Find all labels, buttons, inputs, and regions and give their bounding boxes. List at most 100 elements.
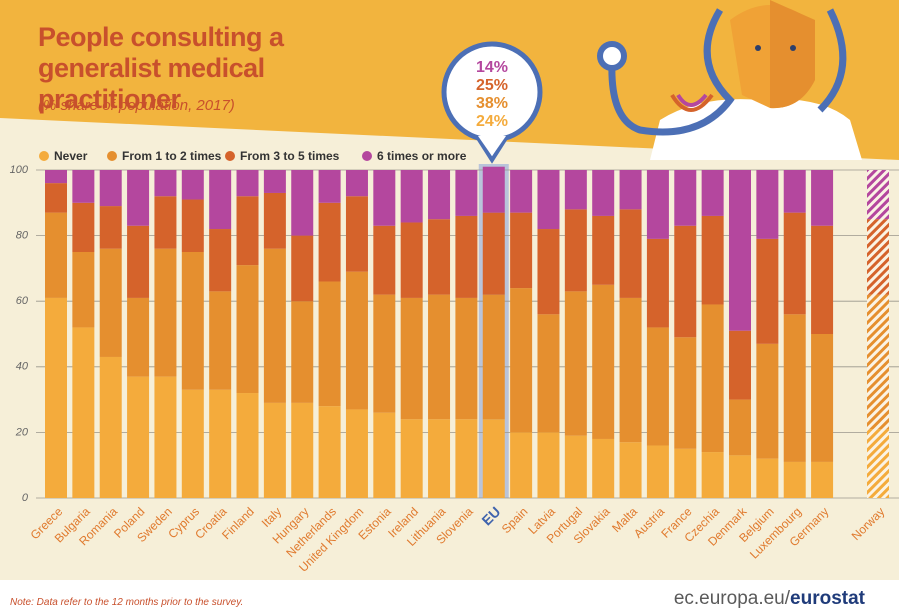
y-tick-label: 100 <box>10 164 29 176</box>
legend-label: Never <box>54 149 88 163</box>
bar-segment <box>181 252 204 390</box>
bar-segment <box>127 170 150 226</box>
bar-segment <box>756 238 779 344</box>
bar-segment <box>701 452 724 498</box>
bar-segment <box>291 402 314 498</box>
bar-segment <box>291 235 314 302</box>
chart-title: People consulting a generalist medical p… <box>38 22 284 114</box>
bar-segment <box>236 170 259 197</box>
bar-segment <box>209 229 232 292</box>
source-url: ec.europa.eu/ <box>673 588 791 609</box>
bar-segment <box>674 225 697 338</box>
bar-segment <box>345 409 368 498</box>
bar-segment <box>783 314 806 462</box>
bar-segment <box>729 330 751 400</box>
bar-segment <box>811 334 834 462</box>
bar-segment <box>564 435 587 498</box>
doctor-illustration <box>597 0 862 160</box>
y-tick-label: 60 <box>16 295 29 307</box>
bar-segment <box>867 294 889 430</box>
bar-segment <box>263 248 286 403</box>
y-tick-label: 0 <box>22 492 29 504</box>
bar-segment <box>455 297 478 420</box>
bar-segment <box>263 170 286 193</box>
bar-segment <box>701 170 724 216</box>
bar-segment <box>811 461 834 498</box>
bar-segment <box>564 209 587 292</box>
bar-segment <box>99 206 122 249</box>
bar-segment <box>592 284 615 439</box>
bar-segment <box>236 196 259 266</box>
bar-segment <box>701 215 724 305</box>
bar-segment <box>510 212 533 289</box>
bar-segment <box>400 222 423 298</box>
bar-segment <box>99 170 122 207</box>
bar-segment <box>236 393 259 498</box>
bar-segment <box>181 170 204 200</box>
bar-segment <box>373 412 396 498</box>
bar-segment <box>72 252 95 328</box>
bar-segment <box>537 314 560 433</box>
bar-segment <box>127 376 150 498</box>
legend-swatch <box>225 151 235 161</box>
legend-label: From 3 to 5 times <box>240 149 340 163</box>
bar-segment <box>646 445 669 498</box>
bar-segment <box>482 294 505 420</box>
bar-segment <box>867 219 889 295</box>
bar-segment <box>811 225 834 334</box>
y-tick-label: 20 <box>15 426 29 438</box>
bar-segment <box>619 170 642 210</box>
legend-swatch <box>39 151 49 161</box>
bar-segment <box>619 442 642 498</box>
bar-segment <box>537 432 560 498</box>
note: Note: Data refer to the 12 months prior … <box>10 597 244 608</box>
bar-segment <box>428 170 451 220</box>
y-tick-label: 80 <box>16 230 29 242</box>
bar-segment <box>345 196 368 272</box>
bar-segment <box>646 238 669 328</box>
bar-segment <box>154 376 177 498</box>
bar-segment <box>209 291 232 390</box>
bar-segment <box>564 170 587 210</box>
bar-segment <box>674 170 697 226</box>
bar-segment <box>99 356 122 498</box>
bar-segment <box>867 170 889 220</box>
bar-segment <box>318 281 341 407</box>
bar-segment <box>45 297 67 498</box>
bar-segment <box>209 170 232 230</box>
bar-segment <box>181 389 204 498</box>
bar-segment <box>373 294 396 413</box>
bar-segment <box>373 225 396 295</box>
bar-segment <box>99 248 122 357</box>
bar-segment <box>592 438 615 498</box>
bar-segment <box>181 199 204 252</box>
bar-segment <box>318 202 341 282</box>
legend-label: From 1 to 2 times <box>122 149 222 163</box>
callout-label: 14% <box>476 59 508 76</box>
bar-segment <box>154 170 177 197</box>
bar-segment <box>729 399 751 456</box>
bar-segment <box>373 170 396 226</box>
bar-segment <box>45 212 67 298</box>
bar-segment <box>729 170 751 331</box>
bar-segment <box>428 219 451 295</box>
bar-segment <box>867 429 889 498</box>
bar-segment <box>455 419 478 498</box>
bar-segment <box>482 419 505 498</box>
chart-subtitle: (% share of population, 2017) <box>38 97 235 114</box>
bar-segment <box>729 455 751 498</box>
y-tick-label: 40 <box>16 361 29 373</box>
callout-label: 24% <box>476 113 508 130</box>
bar-segment <box>428 419 451 498</box>
bar-segment <box>510 432 533 498</box>
bar-segment <box>400 170 423 223</box>
legend-swatch <box>107 151 117 161</box>
bar-segment <box>756 458 779 498</box>
bar-segment <box>510 288 533 433</box>
bar-segment <box>564 291 587 436</box>
bar-segment <box>154 248 177 377</box>
bar-segment <box>701 304 724 453</box>
bar-segment <box>592 170 615 216</box>
bar-segment <box>72 170 95 203</box>
